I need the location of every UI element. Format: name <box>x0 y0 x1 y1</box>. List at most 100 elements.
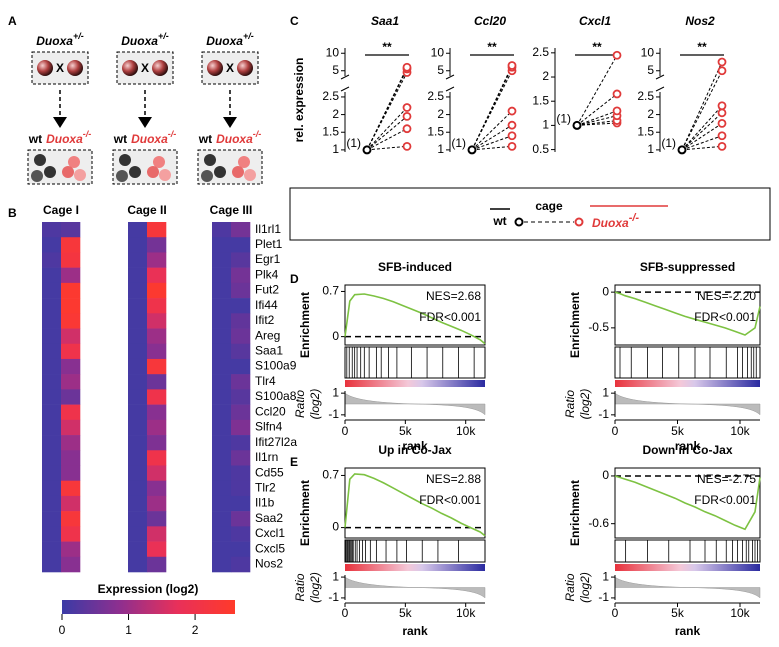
heatmap-cell <box>128 358 148 375</box>
heatmap-cell <box>128 495 148 512</box>
wt-label: wt <box>28 132 42 146</box>
heatmap-cell <box>128 450 148 466</box>
parent-genotype: Duoxa+/- <box>36 31 83 48</box>
heatmap-cell <box>212 419 232 436</box>
ratio-unit: (log2) <box>578 389 592 420</box>
y-tick-label: 10 <box>326 45 340 59</box>
heatmap-cell <box>61 541 81 558</box>
cage-label: Cage III <box>210 203 253 217</box>
genotype-name: Duoxa <box>36 34 73 48</box>
heatmap-cell <box>128 404 148 421</box>
fdr-label: FDR<0.001 <box>419 310 481 324</box>
ko-point <box>402 62 412 72</box>
heatmap-cell <box>61 237 81 253</box>
heatmap-cell <box>231 328 251 345</box>
parent-genotype: Duoxa+/- <box>206 31 253 48</box>
y-tick-label: 0 <box>602 468 609 482</box>
mouse <box>147 166 159 178</box>
heatmap-cell <box>128 328 148 345</box>
y-tick-label: 10 <box>431 45 445 59</box>
heatmap-cell <box>61 282 81 299</box>
y-tick-label: 1 <box>332 142 339 156</box>
heatmap-cell <box>128 252 148 268</box>
heatmap-cell <box>231 495 251 512</box>
heatmap-cell <box>61 526 81 542</box>
pair-line <box>576 93 618 126</box>
gene-label: Nos2 <box>255 557 283 571</box>
heatmap-cell <box>212 480 232 497</box>
heatmap-cell <box>212 267 232 284</box>
heatmap-cell <box>231 237 251 253</box>
heatmap-cell <box>147 328 167 345</box>
mouse <box>119 154 131 166</box>
gene-label: Plk4 <box>255 267 279 281</box>
nes-label: NES=-2.75 <box>697 472 756 486</box>
axis-break <box>445 74 455 80</box>
ratio-tick-label: -1 <box>328 407 339 421</box>
rank-strip <box>615 564 760 571</box>
mouse <box>129 166 141 178</box>
mouse <box>74 169 86 181</box>
y-tick-label: 2 <box>332 107 339 121</box>
pair-line <box>366 128 408 151</box>
heatmap-cell <box>231 465 251 481</box>
heatmap-cell <box>212 435 232 451</box>
heatmap-cell <box>61 374 81 390</box>
fdr-label: FDR<0.001 <box>419 493 481 507</box>
gene-label: S100a8 <box>255 389 297 403</box>
heatmap-cell <box>128 556 148 573</box>
heatmap-cell <box>128 298 148 314</box>
plot-title: Ccl20 <box>474 14 506 28</box>
gene-label: Plet1 <box>255 237 283 251</box>
axis-break <box>340 74 350 80</box>
plot-frame <box>344 467 486 539</box>
gene-label: Ifit2 <box>255 313 275 327</box>
mouse <box>34 154 46 166</box>
gene-label: Tlr2 <box>255 480 276 494</box>
x-tick-label: 0 <box>612 606 619 620</box>
heatmap-cell <box>61 343 81 360</box>
wt-point <box>677 145 687 155</box>
ko-point <box>612 106 622 116</box>
genotype-name: Duoxa <box>206 34 243 48</box>
axis-break <box>655 86 665 92</box>
mouse <box>238 156 250 168</box>
wt-label: wt <box>198 132 212 146</box>
y-axis-label: Enrichment <box>568 292 582 358</box>
gene-label: Ifi44 <box>255 298 278 312</box>
legend-ko-sup: -/- <box>629 212 640 224</box>
gene-label: Saa1 <box>255 344 283 358</box>
axis-break <box>340 86 350 92</box>
x-tick-label: 10k <box>730 424 750 438</box>
heatmap-cell <box>61 480 81 497</box>
heatmap-cell <box>42 328 62 345</box>
significance-label: ** <box>592 40 602 54</box>
x-axis-label: rank <box>675 439 701 453</box>
heatmap-cell <box>147 374 167 390</box>
heatmap-cell <box>147 237 167 253</box>
heatmap-cell <box>42 450 62 466</box>
gene-label: Fut2 <box>255 283 279 297</box>
y-tick-label: 2.5 <box>532 45 549 59</box>
gene-label: Il1rn <box>255 450 278 464</box>
heatmap-cell <box>128 389 148 405</box>
gene-label: Saa2 <box>255 511 283 525</box>
y-tick-label: 1.5 <box>532 93 549 107</box>
enrichment-curve <box>614 475 761 531</box>
x-tick-label: 5k <box>399 606 413 620</box>
pair-line <box>681 61 723 151</box>
gene-label: Ccl20 <box>255 404 286 418</box>
y-tick-label: 1.5 <box>637 124 654 138</box>
ratio-area <box>344 392 486 416</box>
mouse <box>214 166 226 178</box>
heatmap-cell <box>61 419 81 436</box>
heatmap-cell <box>147 465 167 481</box>
x-tick-label: 5k <box>399 424 413 438</box>
y-tick-label: 2.5 <box>427 89 444 103</box>
y-tick-label: 2 <box>647 107 654 121</box>
colorbar-tick-label: 1 <box>125 623 132 637</box>
genotype-name: Duoxa <box>121 34 158 48</box>
pair-line <box>681 122 723 151</box>
y-tick-label: 5 <box>647 63 654 77</box>
heatmap-cell <box>147 435 167 451</box>
